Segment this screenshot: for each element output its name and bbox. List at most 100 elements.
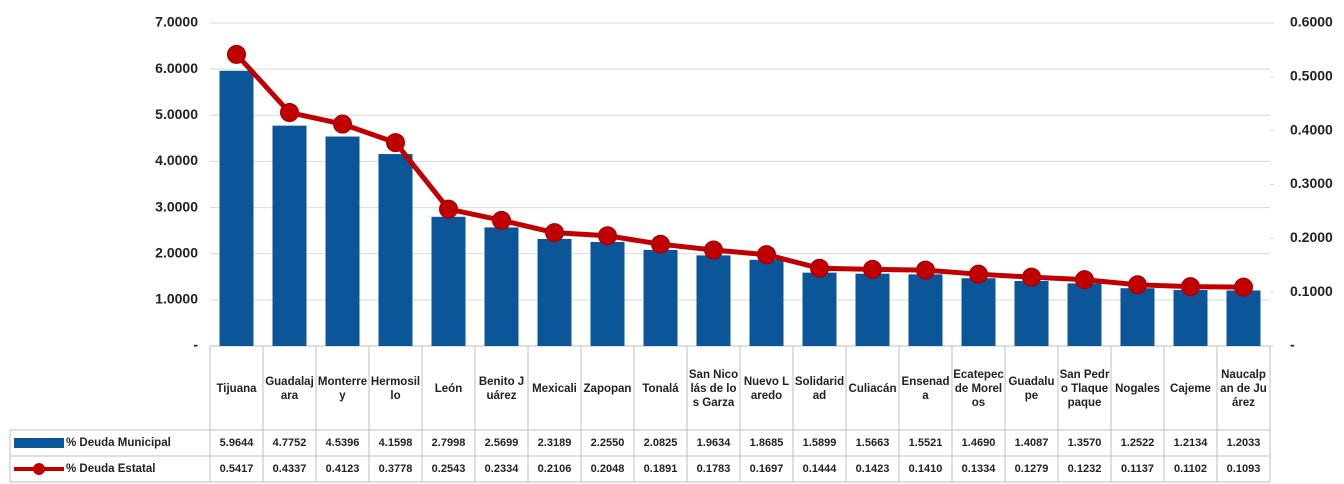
y2-tick-label: 0.1000 — [1290, 283, 1333, 299]
category-label: Hermosillo — [370, 375, 421, 402]
table-value: 1.5663 — [855, 437, 890, 449]
bar — [696, 255, 731, 346]
table-value: 2.3189 — [537, 437, 572, 449]
line-marker — [545, 223, 564, 243]
table-value: 1.4690 — [961, 437, 996, 449]
line-marker — [810, 258, 829, 278]
line-marker — [1234, 277, 1253, 297]
table-value: 2.7998 — [431, 437, 466, 449]
table-value: 4.1598 — [378, 437, 413, 449]
bar — [1173, 290, 1208, 346]
bar — [1067, 283, 1102, 346]
bar — [431, 216, 466, 346]
category-label: León — [434, 382, 463, 395]
table-value: 2.5699 — [484, 437, 519, 449]
category-label: Zapopan — [583, 382, 632, 395]
table-value: 0.1137 — [1120, 463, 1155, 475]
table-value: 0.1334 — [961, 463, 996, 475]
table-value: 4.7752 — [272, 437, 307, 449]
y2-tick-label: 0.5000 — [1290, 68, 1333, 84]
category-label: San Nicolás de los Garza — [688, 368, 739, 409]
category-label: San Pedro Tlaquepaque — [1059, 368, 1110, 409]
table-value: 0.2334 — [484, 463, 519, 475]
category-label: Mexicali — [532, 382, 577, 395]
bar — [219, 70, 254, 346]
category-label: Cajeme — [1170, 382, 1211, 395]
table-value: 0.3778 — [378, 463, 413, 475]
table-value: 1.4087 — [1014, 437, 1049, 449]
y-tick-label: - — [193, 337, 198, 353]
category-label: Tonalá — [642, 382, 679, 395]
category-label: Ensenada — [901, 375, 950, 402]
table-value: 0.1279 — [1014, 463, 1049, 475]
table-value: 0.4123 — [325, 463, 360, 475]
table-value: 0.2543 — [431, 463, 466, 475]
line-marker — [863, 259, 882, 279]
line-marker — [704, 240, 723, 260]
bar — [908, 274, 943, 346]
table-value: 4.5396 — [325, 437, 360, 449]
line-marker — [227, 44, 246, 64]
table-value: 0.1232 — [1067, 463, 1102, 475]
y-tick-label: 3.0000 — [155, 198, 198, 214]
table-value: 1.3570 — [1067, 437, 1102, 449]
table-value: 0.1697 — [749, 463, 784, 475]
legend-label: % Deuda Estatal — [66, 463, 156, 475]
bar — [802, 272, 837, 346]
category-label: Guadalajara — [265, 375, 314, 402]
table-value: 1.5899 — [802, 437, 837, 449]
table-value: 2.0825 — [643, 437, 678, 449]
table-value: 0.1102 — [1173, 463, 1208, 475]
category-label: Monterrey — [317, 375, 368, 402]
table-value: 0.4337 — [272, 463, 307, 475]
line-marker — [598, 226, 617, 246]
legend-key — [14, 438, 64, 448]
y-tick-label: 5.0000 — [155, 106, 198, 122]
line-marker — [492, 210, 511, 230]
y-tick-label: 1.0000 — [155, 291, 198, 307]
bar — [272, 125, 307, 346]
bar — [378, 154, 413, 346]
table-value: 1.8685 — [749, 437, 784, 449]
legend-label: % Deuda Municipal — [66, 437, 171, 449]
category-label: Nuevo Laredo — [743, 375, 790, 402]
bar — [1226, 290, 1261, 346]
table-value: 0.1891 — [643, 463, 678, 475]
table-value: 5.9644 — [219, 437, 254, 449]
line-marker — [333, 114, 352, 134]
line-marker — [651, 234, 670, 254]
y-tick-label: 2.0000 — [155, 244, 198, 260]
category-label: Ecatepec de Morelos — [953, 368, 1004, 409]
line-marker — [1075, 270, 1094, 290]
y2-tick-label: - — [1290, 337, 1295, 353]
line-marker — [969, 264, 988, 284]
y-tick-label: 4.0000 — [155, 152, 198, 168]
category-label: Guadalupe — [1008, 375, 1055, 402]
bar — [590, 241, 625, 346]
table-value: 2.2550 — [590, 437, 625, 449]
category-label: Tijuana — [216, 382, 257, 395]
table-value: 1.2033 — [1226, 437, 1261, 449]
y-tick-label: 6.0000 — [155, 60, 198, 76]
category-label: Nogales — [1115, 382, 1160, 395]
table-value: 0.1093 — [1226, 463, 1261, 475]
table-value: 0.1423 — [855, 463, 890, 475]
bar — [1120, 288, 1155, 346]
table-value: 0.1783 — [696, 463, 731, 475]
line-marker — [1181, 277, 1200, 297]
line-marker — [757, 245, 776, 265]
table-value: 0.1444 — [802, 463, 837, 475]
y-tick-label: 7.0000 — [155, 14, 198, 30]
y2-tick-label: 0.4000 — [1290, 121, 1333, 137]
bar — [855, 273, 890, 346]
table-value: 0.2106 — [537, 463, 572, 475]
legend-key — [33, 463, 45, 475]
category-label: Naucalpan de Juárez — [1220, 368, 1267, 409]
table-value: 0.5417 — [219, 463, 254, 475]
line-marker — [280, 103, 299, 123]
bar — [749, 259, 784, 346]
bar — [643, 249, 678, 346]
y2-tick-label: 0.6000 — [1290, 14, 1333, 30]
